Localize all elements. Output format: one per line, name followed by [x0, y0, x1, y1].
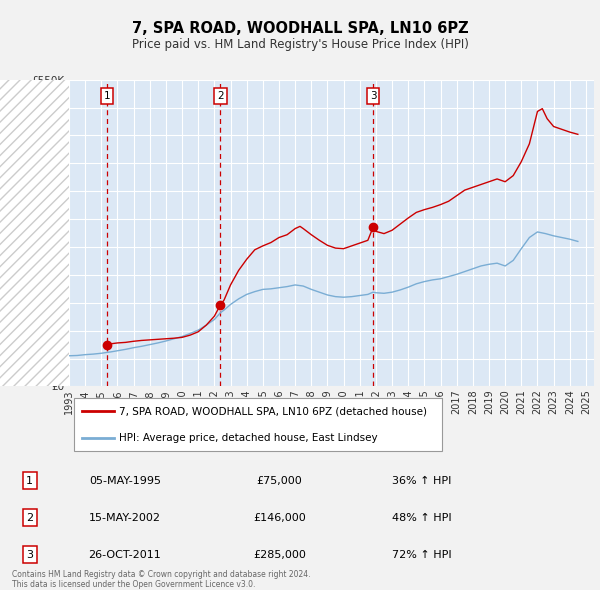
Text: £75,000: £75,000: [256, 476, 302, 486]
Text: 48% ↑ HPI: 48% ↑ HPI: [392, 513, 452, 523]
Text: 1: 1: [104, 91, 110, 101]
Text: 15-MAY-2002: 15-MAY-2002: [89, 513, 161, 523]
Text: 7, SPA ROAD, WOODHALL SPA, LN10 6PZ: 7, SPA ROAD, WOODHALL SPA, LN10 6PZ: [131, 21, 469, 35]
Text: 36% ↑ HPI: 36% ↑ HPI: [392, 476, 451, 486]
Text: 2: 2: [217, 91, 224, 101]
Text: 05-MAY-1995: 05-MAY-1995: [89, 476, 161, 486]
Text: Contains HM Land Registry data © Crown copyright and database right 2024.
This d: Contains HM Land Registry data © Crown c…: [12, 570, 311, 589]
Text: 2: 2: [26, 513, 34, 523]
Text: 3: 3: [370, 91, 376, 101]
Text: 26-OCT-2011: 26-OCT-2011: [88, 549, 161, 559]
Text: 1: 1: [26, 476, 33, 486]
Text: 3: 3: [26, 549, 33, 559]
Text: 72% ↑ HPI: 72% ↑ HPI: [392, 549, 452, 559]
Text: HPI: Average price, detached house, East Lindsey: HPI: Average price, detached house, East…: [119, 433, 377, 443]
FancyBboxPatch shape: [74, 398, 442, 451]
Text: £146,000: £146,000: [253, 513, 305, 523]
Text: £285,000: £285,000: [253, 549, 305, 559]
Text: 7, SPA ROAD, WOODHALL SPA, LN10 6PZ (detached house): 7, SPA ROAD, WOODHALL SPA, LN10 6PZ (det…: [119, 407, 427, 417]
Text: Price paid vs. HM Land Registry's House Price Index (HPI): Price paid vs. HM Land Registry's House …: [131, 38, 469, 51]
